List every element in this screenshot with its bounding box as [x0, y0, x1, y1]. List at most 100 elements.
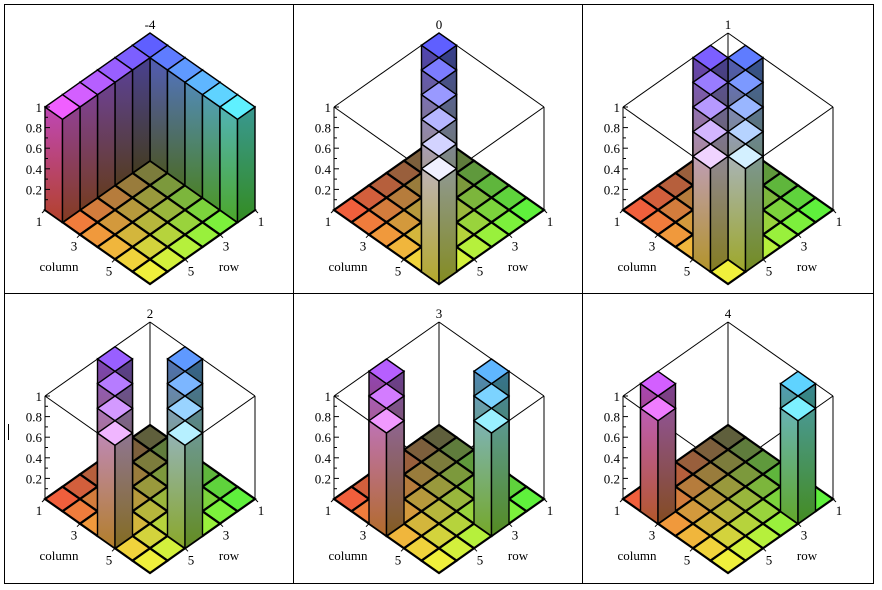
row-tick-label: 1 — [547, 214, 554, 229]
column-tick-label: 5 — [106, 263, 113, 278]
bar-top-face — [726, 143, 765, 170]
bar-left-face — [184, 80, 204, 200]
row-tick-label: 5 — [766, 263, 773, 278]
column-tick-label: 3 — [649, 239, 656, 254]
bar-left-face — [166, 431, 186, 550]
matrix-bar — [367, 407, 406, 538]
bar-right-face — [184, 431, 204, 550]
column-tick — [365, 234, 370, 239]
text-cursor — [8, 424, 9, 440]
column-axis-label: column — [40, 259, 79, 274]
bar-top-face — [43, 93, 82, 121]
plot-panel-5: 0.2 0.4 0.6 0.8 1 1 3 5 1 3 5 column row 3 — [294, 294, 583, 583]
column-tick-label: 1 — [614, 214, 621, 229]
row-tick-label: 5 — [477, 263, 484, 278]
column-axis-label: column — [618, 259, 657, 274]
column-tick — [400, 258, 405, 263]
z-tick-label: 1 — [36, 389, 43, 404]
bar-top-face — [166, 419, 204, 447]
row-tick-label: 3 — [801, 528, 808, 543]
row-tick — [797, 234, 802, 239]
row-tick-label: 1 — [836, 214, 843, 229]
row-tick — [473, 258, 478, 263]
column-axis-label: column — [40, 548, 79, 563]
bar-right-face — [657, 406, 677, 526]
row-tick-label: 1 — [547, 503, 554, 518]
column-tick-label: 3 — [649, 528, 656, 543]
column-tick — [654, 234, 659, 239]
z-tick-label: 0.4 — [26, 162, 43, 177]
bar-top-face — [96, 419, 134, 447]
z-tick-label: 0.2 — [26, 182, 42, 197]
bar-top-face — [639, 395, 677, 422]
column-tick — [689, 258, 694, 263]
column-tick — [619, 209, 624, 214]
column-tick-label: 5 — [684, 263, 691, 278]
bar-right-face — [96, 80, 116, 200]
z-tick-label: 0.8 — [26, 410, 42, 425]
column-tick — [111, 258, 116, 263]
column-tick-label: 5 — [395, 263, 402, 278]
column-tick — [330, 498, 335, 503]
column-tick — [619, 498, 624, 503]
column-axis-label: column — [618, 548, 657, 563]
bar-top-face — [472, 407, 511, 434]
matrix-bar — [691, 143, 730, 274]
z-tick-label: 1 — [36, 100, 43, 115]
column-tick — [41, 209, 46, 214]
column-tick — [654, 523, 659, 528]
bar-right-face — [61, 105, 81, 224]
matrix-bar — [420, 155, 458, 286]
bar-left-face — [201, 93, 221, 212]
plot-array: 0.2 0.4 0.6 0.8 1 1 3 5 1 3 5 column row -4 0.2 0.4 0.6… — [4, 4, 874, 584]
row-tick-label: 3 — [512, 528, 519, 543]
bar-left-face — [219, 105, 239, 224]
row-tick-label: 5 — [477, 552, 484, 567]
row-tick — [184, 547, 189, 552]
z-tick-label: 1 — [325, 100, 332, 115]
bar-left-face — [420, 167, 440, 286]
column-tick-label: 5 — [106, 552, 113, 567]
row-tick-label: 5 — [188, 552, 195, 567]
row-tick-label: 1 — [258, 214, 265, 229]
z-tick-label: 0.4 — [604, 162, 621, 177]
z-tick-label: 0.6 — [26, 430, 43, 445]
row-tick — [473, 547, 478, 552]
plot-title: 1 — [725, 17, 732, 32]
bar-top-face — [779, 395, 817, 422]
bar-right-face — [438, 167, 458, 286]
bar-top-face — [367, 407, 406, 434]
column-tick — [76, 234, 81, 239]
column-tick-label: 3 — [360, 528, 367, 543]
matrix-bar — [779, 395, 817, 526]
plot-panel-1: 0.2 0.4 0.6 0.8 1 1 3 5 1 3 5 column row -4 — [5, 5, 294, 294]
row-tick — [543, 498, 548, 503]
row-tick-label: 1 — [836, 503, 843, 518]
column-tick-label: 1 — [614, 503, 621, 518]
row-tick-label: 5 — [766, 552, 773, 567]
floor-cell — [708, 546, 748, 575]
plot-title: -4 — [145, 17, 156, 32]
z-tick-label: 0.4 — [315, 451, 332, 466]
matrix-bar — [639, 395, 677, 526]
row-tick — [797, 523, 802, 528]
z-tick-label: 0.6 — [315, 430, 332, 445]
column-tick-label: 1 — [325, 214, 332, 229]
plot-canvas: 0.2 0.4 0.6 0.8 1 1 3 5 1 3 5 column row 2 — [26, 306, 264, 575]
bar-left-face — [44, 105, 64, 224]
row-tick — [508, 523, 513, 528]
matrix-bar — [472, 407, 511, 538]
column-tick — [365, 523, 370, 528]
bar-right-face — [236, 105, 256, 224]
row-tick — [254, 498, 259, 503]
column-tick — [400, 547, 405, 552]
matrix-bar — [166, 419, 204, 550]
row-axis-label: row — [797, 548, 818, 563]
bar-right-face — [79, 93, 99, 212]
bar-left-face — [368, 419, 388, 538]
z-tick-label: 0.6 — [604, 430, 621, 445]
plot-title: 0 — [436, 17, 443, 32]
z-tick-label: 0.2 — [315, 182, 331, 197]
bar-right-face — [131, 56, 151, 175]
column-tick-label: 5 — [395, 552, 402, 567]
